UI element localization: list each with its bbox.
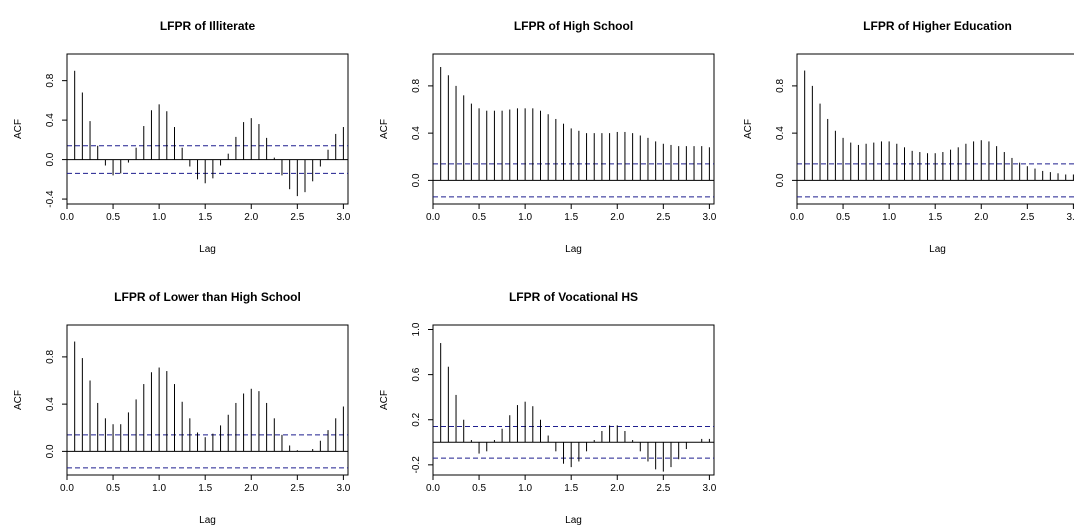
y-tick-label: 0.0 [775, 173, 786, 187]
x-tick-label: 3.0 [702, 483, 716, 494]
y-tick-label: 0.4 [775, 126, 786, 140]
x-tick-label: 0.5 [472, 212, 486, 223]
chart-title: LFPR of High School [514, 19, 633, 33]
x-tick-label: 1.5 [198, 483, 212, 494]
y-tick-label: 0.0 [45, 152, 56, 166]
x-tick-label: 2.0 [244, 483, 258, 494]
y-axis-label: ACF [379, 390, 390, 410]
x-tick-label: 1.0 [152, 212, 166, 223]
plot-area [67, 333, 348, 469]
y-axis-label: ACF [13, 390, 24, 410]
y-tick-label: 0.0 [45, 444, 56, 458]
y-tick-label: 0.8 [45, 350, 56, 364]
y-tick-label: -0.4 [45, 190, 56, 208]
x-tick-label: 0.0 [426, 483, 440, 494]
plot-area [797, 62, 1074, 198]
x-tick-label: 0.5 [106, 483, 120, 494]
x-tick-label: 1.0 [518, 483, 532, 494]
chart-title: LFPR of Illiterate [160, 19, 256, 33]
x-tick-label: 2.0 [610, 483, 624, 494]
x-tick-label: 1.0 [152, 483, 166, 494]
acf-chart-5: LFPR of Vocational HS 0.0 0.5 1.0 1.5 2.0 2.5 3… [379, 290, 717, 526]
x-tick-label: 3.0 [336, 212, 350, 223]
x-tick-label: 2.0 [610, 212, 624, 223]
y-tick-label: 1.0 [411, 322, 422, 336]
chart-title: LFPR of Vocational HS [509, 290, 638, 304]
x-tick-label: 0.5 [836, 212, 850, 223]
x-tick-label: 2.5 [656, 483, 670, 494]
x-tick-label: 1.5 [198, 212, 212, 223]
x-tick-label: 3.0 [1066, 212, 1074, 223]
x-tick-label: 0.0 [60, 483, 74, 494]
x-tick-label: 2.5 [656, 212, 670, 223]
y-axis-label: ACF [379, 119, 390, 139]
plot-area [433, 62, 714, 198]
x-tick-label: 1.5 [928, 212, 942, 223]
x-axis-label: Lag [565, 244, 582, 255]
y-axis-label: ACF [13, 119, 24, 139]
x-tick-label: 0.5 [106, 212, 120, 223]
x-tick-label: 1.0 [518, 212, 532, 223]
chart-title: LFPR of Lower than High School [114, 290, 301, 304]
y-tick-label: 0.8 [411, 79, 422, 93]
y-tick-label: 0.4 [45, 113, 56, 127]
y-tick-label: 0.6 [411, 367, 422, 381]
plot-area [433, 329, 714, 472]
y-tick-label: 0.8 [775, 79, 786, 93]
x-tick-label: 2.5 [1020, 212, 1034, 223]
x-axis-label: Lag [565, 515, 582, 526]
x-tick-label: 0.5 [472, 483, 486, 494]
x-axis-label: Lag [199, 515, 216, 526]
x-tick-label: 0.0 [60, 212, 74, 223]
acf-chart-4: LFPR of Lower than High School 0.0 0.5 1.0 1… [13, 290, 351, 526]
y-tick-label: 0.0 [411, 173, 422, 187]
x-axis-label: Lag [199, 244, 216, 255]
plot-area [67, 60, 348, 197]
x-tick-label: 1.5 [564, 483, 578, 494]
x-tick-label: 3.0 [336, 483, 350, 494]
y-axis-label: ACF [743, 119, 754, 139]
y-tick-label: 0.2 [411, 412, 422, 426]
x-axis-label: Lag [929, 244, 946, 255]
x-tick-label: 0.0 [790, 212, 804, 223]
y-tick-label: -0.2 [411, 456, 422, 474]
x-tick-label: 0.0 [426, 212, 440, 223]
y-tick-label: 0.8 [45, 73, 56, 87]
x-tick-label: 2.0 [244, 212, 258, 223]
x-tick-label: 1.0 [882, 212, 896, 223]
x-tick-label: 2.0 [974, 212, 988, 223]
x-tick-label: 2.5 [290, 483, 304, 494]
acf-chart-1: LFPR of Illiterate 0.0 0.5 1.0 1.5 2.0 2.5 3.0 -… [13, 19, 351, 255]
acf-chart-2: LFPR of High School 0.0 0.5 1.0 1.5 2.0 2.5 3.0… [379, 19, 717, 255]
y-tick-label: 0.4 [411, 126, 422, 140]
acf-chart-3: LFPR of Higher Education 0.0 0.5 1.0 1.5 2.0 2… [743, 19, 1074, 255]
chart-title: LFPR of Higher Education [863, 19, 1012, 33]
x-tick-label: 3.0 [702, 212, 716, 223]
x-tick-label: 2.5 [290, 212, 304, 223]
y-tick-label: 0.4 [45, 397, 56, 411]
x-tick-label: 1.5 [564, 212, 578, 223]
